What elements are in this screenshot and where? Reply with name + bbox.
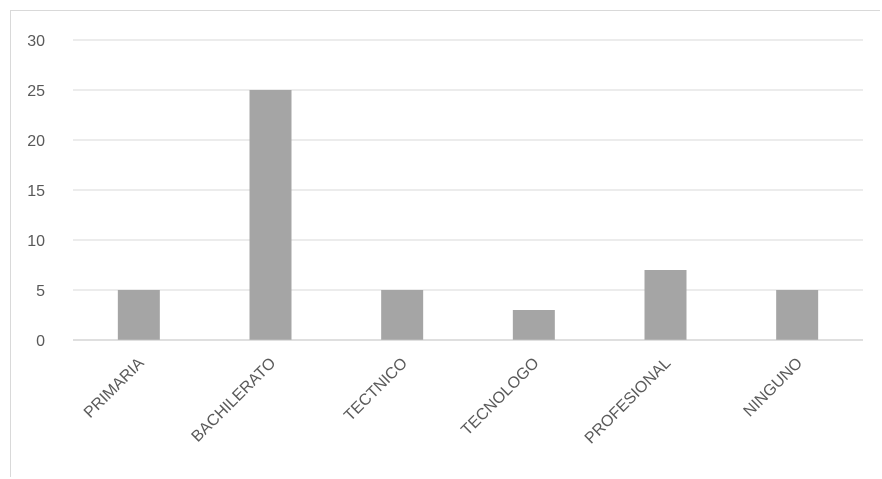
bar-primaria — [117, 290, 160, 340]
bar-bachilerato — [249, 90, 292, 340]
x-axis-tick-labels: PRIMARIA BACHILERATO TECTNICO TECNOLOGO PROF… — [81, 355, 806, 448]
x-tick-label: TECTNICO — [341, 355, 411, 425]
x-tick-label: PROFESIONAL — [582, 355, 675, 448]
bar-ninguno — [776, 290, 819, 340]
chart-frame — [10, 10, 880, 477]
y-tick-label: 15 — [27, 183, 45, 200]
x-tick-label: BACHILERATO — [189, 355, 280, 446]
x-tick-label: TECNOLOGO — [458, 355, 542, 439]
y-tick-label: 20 — [27, 133, 45, 150]
y-axis-tick-labels: 0 5 10 15 20 25 30 — [27, 33, 45, 350]
y-tick-label: 30 — [27, 33, 45, 50]
y-tick-label: 10 — [27, 233, 45, 250]
y-tick-label: 5 — [36, 283, 45, 300]
gridlines — [73, 39, 863, 291]
bar-profesional — [644, 270, 687, 340]
bars — [117, 90, 819, 340]
x-tick-label: NINGUNO — [741, 355, 806, 420]
x-tick-label: PRIMARIA — [81, 355, 148, 422]
bar-tectnico — [381, 290, 424, 340]
y-tick-label: 25 — [27, 83, 45, 100]
y-tick-label: 0 — [36, 333, 45, 350]
bar-tecnologo — [512, 310, 555, 340]
